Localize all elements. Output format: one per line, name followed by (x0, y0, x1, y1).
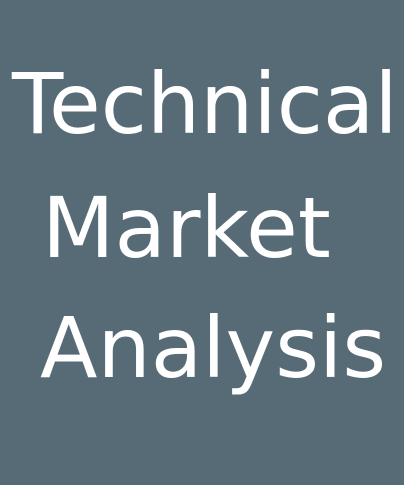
title-line-2: Market (42, 179, 331, 277)
title-line-3: Analysis (40, 299, 387, 397)
title-line-1: Technical (12, 55, 398, 153)
